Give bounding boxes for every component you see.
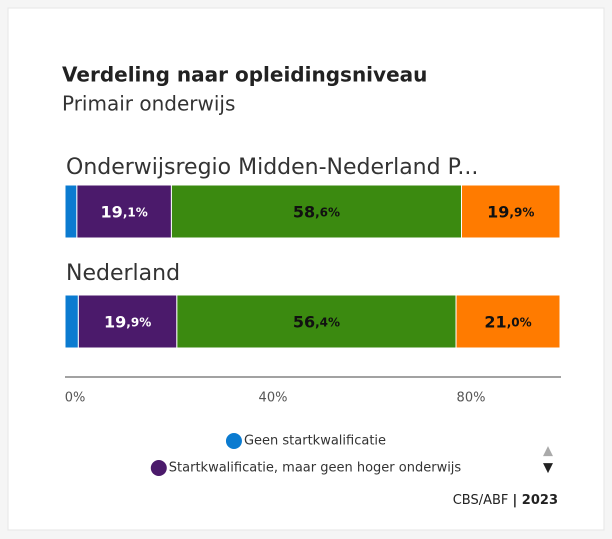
legend-label: Startkwalificatie, maar geen hoger onder…: [169, 461, 462, 476]
bar-segment: [64, 294, 79, 349]
bar-segment: [460, 184, 561, 239]
value-label-main: 19: [104, 312, 126, 331]
value-label-rest: ,4%: [315, 315, 340, 329]
value-label-rest: ,6%: [315, 205, 340, 219]
bar-segment: [455, 294, 561, 349]
bar-segment: [176, 294, 457, 349]
value-label-rest: ,1%: [123, 205, 148, 219]
x-tick-label: 80%: [457, 391, 486, 406]
scroll-down[interactable]: ▼: [543, 461, 553, 476]
chart-subtitle: Primair onderwijs: [62, 92, 235, 116]
chart-title: Verdeling naar opleidingsniveau: [62, 63, 427, 87]
value-label-main: 21: [484, 312, 506, 331]
source-year: | 2023: [513, 493, 558, 508]
legend-swatch: [150, 460, 167, 476]
value-label: 19,9%: [487, 202, 534, 221]
legend-label: Geen startkwalificatie: [244, 434, 386, 449]
source: CBS/ABF | 2023: [453, 493, 558, 508]
value-label-rest: ,0%: [507, 315, 532, 329]
bar-segment: [64, 184, 78, 239]
value-label-main: 19: [487, 202, 509, 221]
x-tick-label: 0%: [65, 391, 86, 406]
bar-segment: [76, 184, 172, 239]
card: [7, 7, 605, 531]
value-label: 21,0%: [484, 312, 531, 331]
source-name: CBS/ABF: [453, 493, 509, 508]
value-label-rest: ,9%: [126, 315, 151, 329]
value-label-rest: ,9%: [509, 205, 534, 219]
bar-segment: [170, 184, 462, 239]
value-label: 58,6%: [293, 202, 340, 221]
category-label: Onderwijsregio Midden-Nederland P...: [66, 155, 478, 180]
x-tick-label: 40%: [259, 391, 288, 406]
legend-swatch: [225, 433, 242, 449]
value-label: 19,1%: [101, 202, 148, 221]
value-label: 56,4%: [293, 312, 340, 331]
value-label: 19,9%: [104, 312, 151, 331]
category-label: Nederland: [66, 261, 180, 286]
value-label-main: 19: [101, 202, 123, 221]
scroll-up[interactable]: ▲: [543, 444, 553, 459]
value-label-main: 58: [293, 202, 315, 221]
value-label-main: 56: [293, 312, 315, 331]
